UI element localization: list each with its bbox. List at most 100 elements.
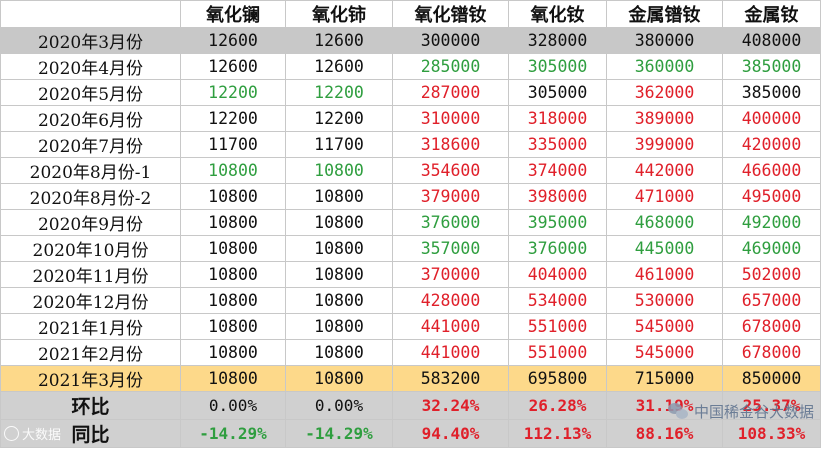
price-cell: 389000 <box>606 105 723 132</box>
header-cerium-oxide: 氧化铈 <box>285 0 393 28</box>
price-cell: 428000 <box>392 287 509 314</box>
price-cell: 442000 <box>606 157 723 184</box>
price-cell: 10800 <box>285 365 393 392</box>
row-label: 2020年8月份-1 <box>0 157 181 184</box>
row-label: 2021年2月份 <box>0 339 181 366</box>
price-cell: 398000 <box>508 183 607 210</box>
price-cell: 10800 <box>180 235 286 262</box>
price-cell: 408000 <box>722 27 821 54</box>
price-cell: 466000 <box>722 157 821 184</box>
price-cell: 583200 <box>392 365 509 392</box>
price-cell: 502000 <box>722 261 821 288</box>
row-label: 2021年3月份 <box>0 365 181 392</box>
price-cell: 468000 <box>606 209 723 236</box>
price-cell: 12200 <box>180 79 286 106</box>
price-cell: 380000 <box>606 27 723 54</box>
row-label: 2021年1月份 <box>0 313 181 340</box>
table-row: 2020年8月份-1 10800 10800 354600 374000 442000 46… <box>0 157 821 184</box>
percent-cell: -14.29% <box>180 419 286 448</box>
table-row: 2020年4月份 12600 12600 285000 305000 360000 3850… <box>0 53 821 80</box>
price-cell: 551000 <box>508 339 607 366</box>
price-cell: 10800 <box>180 157 286 184</box>
price-cell: 445000 <box>606 235 723 262</box>
row-label: 2020年6月份 <box>0 105 181 132</box>
price-cell: 10800 <box>180 339 286 366</box>
footer-row: 环比 0.00% 0.00% 32.24% 26.28% 31.19% 25.37% <box>0 391 821 420</box>
table-row: 2020年11月份 10800 10800 370000 404000 461000 502… <box>0 261 821 288</box>
header-prnd-oxide: 氧化镨钕 <box>392 0 509 28</box>
price-cell: 10800 <box>285 157 393 184</box>
percent-cell: 112.13% <box>508 419 607 448</box>
percent-cell: 94.40% <box>392 419 509 448</box>
table-row: 2020年9月份 10800 10800 376000 395000 468000 4920… <box>0 209 821 236</box>
price-cell: 10800 <box>180 183 286 210</box>
price-cell: 10800 <box>285 339 393 366</box>
price-cell: 12200 <box>180 105 286 132</box>
price-cell: 287000 <box>392 79 509 106</box>
price-cell: 385000 <box>722 53 821 80</box>
price-cell: 441000 <box>392 313 509 340</box>
price-cell: 357000 <box>392 235 509 262</box>
price-cell: 395000 <box>508 209 607 236</box>
price-cell: 362000 <box>606 79 723 106</box>
price-cell: 12600 <box>285 27 393 54</box>
table-row: 2020年10月份 10800 10800 357000 376000 445000 469… <box>0 235 821 262</box>
row-label: 同比 <box>0 419 181 448</box>
price-cell: 678000 <box>722 313 821 340</box>
percent-cell: 31.19% <box>606 391 723 420</box>
price-cell: 10800 <box>180 209 286 236</box>
header-lanthanum-oxide: 氧化镧 <box>180 0 286 28</box>
price-cell: 385000 <box>722 79 821 106</box>
table-body: 2020年3月份 12600 12600 300000 328000 380000 4080… <box>0 27 821 448</box>
row-label: 2020年9月份 <box>0 209 181 236</box>
price-cell: 461000 <box>606 261 723 288</box>
header-nd-oxide: 氧化钕 <box>508 0 607 28</box>
price-cell: 318600 <box>392 131 509 158</box>
header-nd-metal: 金属钕 <box>722 0 821 28</box>
price-cell: 850000 <box>722 365 821 392</box>
price-cell: 534000 <box>508 287 607 314</box>
price-cell: 376000 <box>392 209 509 236</box>
price-cell: 10800 <box>180 261 286 288</box>
price-cell: 12200 <box>285 79 393 106</box>
price-cell: 354600 <box>392 157 509 184</box>
price-cell: 10800 <box>285 235 393 262</box>
row-label: 2020年12月份 <box>0 287 181 314</box>
footer-row: 同比 -14.29% -14.29% 94.40% 112.13% 88.16% 108.3… <box>0 419 821 448</box>
header-prnd-metal: 金属镨钕 <box>606 0 723 28</box>
price-cell: 10800 <box>180 365 286 392</box>
table-row: 2021年1月份 10800 10800 441000 551000 545000 6780… <box>0 313 821 340</box>
row-label: 2020年4月份 <box>0 53 181 80</box>
price-cell: 305000 <box>508 53 607 80</box>
price-cell: 300000 <box>392 27 509 54</box>
row-label: 2020年8月份-2 <box>0 183 181 210</box>
percent-cell: 0.00% <box>285 391 393 420</box>
price-cell: 360000 <box>606 53 723 80</box>
header-corner <box>0 0 181 28</box>
price-cell: 328000 <box>508 27 607 54</box>
price-cell: 545000 <box>606 313 723 340</box>
price-cell: 441000 <box>392 339 509 366</box>
percent-cell: -14.29% <box>285 419 393 448</box>
row-label: 2020年3月份 <box>0 27 181 54</box>
price-cell: 400000 <box>722 105 821 132</box>
price-cell: 12600 <box>180 53 286 80</box>
price-cell: 335000 <box>508 131 607 158</box>
price-cell: 471000 <box>606 183 723 210</box>
price-cell: 305000 <box>508 79 607 106</box>
table-row: 2020年7月份 11700 11700 318600 335000 399000 4200… <box>0 131 821 158</box>
price-cell: 404000 <box>508 261 607 288</box>
price-cell: 10800 <box>285 183 393 210</box>
price-cell: 12200 <box>285 105 393 132</box>
price-cell: 376000 <box>508 235 607 262</box>
row-label: 2020年10月份 <box>0 235 181 262</box>
row-label: 2020年11月份 <box>0 261 181 288</box>
percent-cell: 0.00% <box>180 391 286 420</box>
price-cell: 11700 <box>285 131 393 158</box>
percent-cell: 26.28% <box>508 391 607 420</box>
price-cell: 399000 <box>606 131 723 158</box>
price-cell: 678000 <box>722 339 821 366</box>
row-label: 环比 <box>0 391 181 420</box>
price-cell: 10800 <box>285 209 393 236</box>
price-cell: 469000 <box>722 235 821 262</box>
